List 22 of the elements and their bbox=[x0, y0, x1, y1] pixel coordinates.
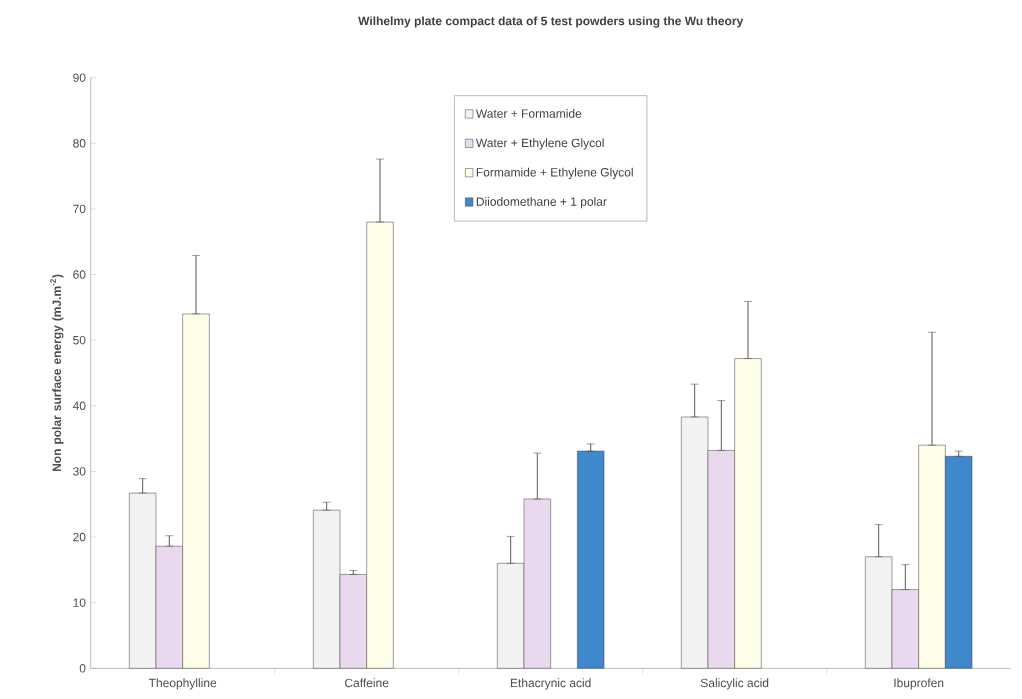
x-tick-label: Salicylic acid bbox=[700, 678, 769, 690]
y-tick-label: 40 bbox=[72, 401, 86, 411]
legend-label: Water + Formamide bbox=[475, 108, 582, 118]
legend-label: Diiodomethane + 1 polar bbox=[476, 197, 607, 209]
legend-label: Formamide + Ethylene Glycol bbox=[476, 167, 633, 179]
y-tick-label: 30 bbox=[73, 467, 86, 476]
y-tick-label: 10 bbox=[73, 598, 86, 607]
x-tick-label: Theophylline bbox=[148, 678, 217, 690]
y-tick-label: 70 bbox=[73, 204, 86, 214]
bar bbox=[577, 450, 605, 669]
y-tick-label: 60 bbox=[73, 270, 86, 279]
x-tick-label: Caffeine bbox=[345, 678, 389, 688]
y-tick-label: 80 bbox=[73, 139, 86, 148]
legend-label: Water + Ethylene Glycol bbox=[475, 138, 604, 150]
y-axis-title: Non polar surface energy (mJ.m$^{-2}$) bbox=[50, 274, 64, 472]
y-tick-label: 50 bbox=[73, 335, 86, 345]
x-tick-label: Ethacrynic acid bbox=[510, 678, 591, 690]
y-tick-label: 0 bbox=[79, 664, 86, 673]
chart-title: Wilhelmy plate compact data of 5 test powders using the Wu theory bbox=[358, 16, 744, 28]
x-tick-label: Ibuprofen bbox=[894, 678, 944, 690]
y-tick-label: 90 bbox=[73, 73, 86, 82]
y-tick-label: 20 bbox=[73, 532, 86, 542]
